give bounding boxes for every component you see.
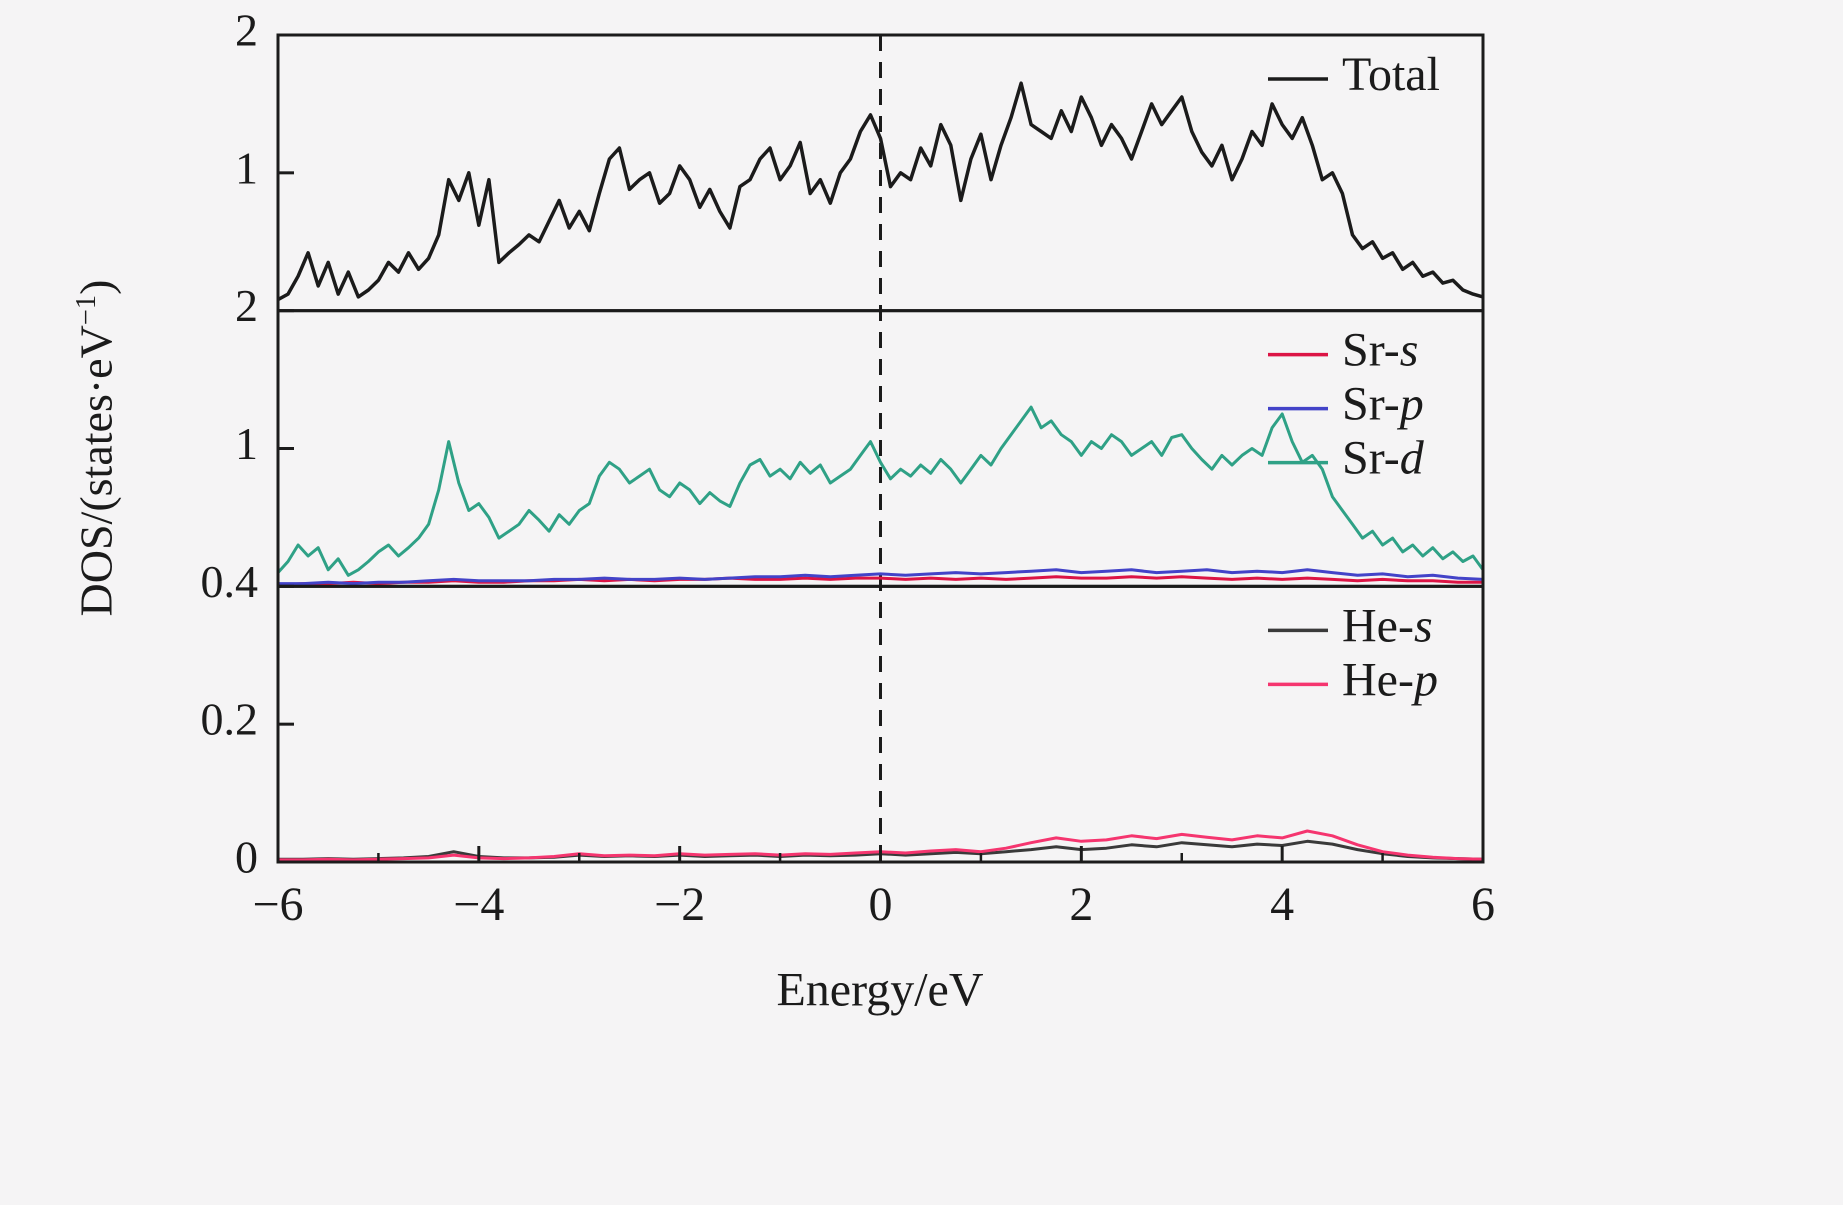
series-path-sr-p [278, 568, 1483, 586]
x-axis-label: Energy/eV [776, 963, 984, 1017]
x-tick-label: 0 [869, 878, 893, 931]
y-tick-label-he: 0 [235, 832, 258, 883]
y-axis-label: DOS/(states·eV−1) [70, 280, 123, 617]
x-tick-label: 6 [1471, 878, 1495, 931]
x-tick-label: 2 [1069, 878, 1093, 931]
y-axis-label-text: DOS/(states·eV [70, 325, 122, 617]
x-tick-label: −4 [453, 878, 504, 931]
x-tick-label: 4 [1270, 878, 1294, 931]
x-tick-label: −6 [252, 878, 303, 931]
y-axis-label-close: ) [70, 279, 122, 295]
legend-label-he-p: He-p [1342, 653, 1438, 706]
y-tick-label-total: 2 [235, 5, 258, 56]
legend-label-sr-p: Sr-p [1342, 378, 1424, 431]
series-path-sr-d [278, 405, 1483, 577]
x-tick-label: −2 [654, 878, 705, 931]
legend-label-sr-s: Sr-s [1342, 324, 1418, 377]
legend-label-total: Total [1342, 48, 1440, 101]
y-tick-label-he: 0.4 [201, 556, 259, 607]
series-path-total [278, 81, 1483, 302]
y-tick-label-total: 1 [235, 142, 258, 193]
y-tick-label-sr: 1 [235, 418, 258, 469]
y-tick-label-he: 0.2 [201, 694, 259, 745]
legend-label-sr-d: Sr-d [1342, 432, 1425, 485]
legend-label-he-s: He-s [1342, 599, 1433, 652]
y-axis-label-superscript: −1 [71, 294, 103, 326]
y-tick-label-sr: 2 [235, 280, 258, 331]
